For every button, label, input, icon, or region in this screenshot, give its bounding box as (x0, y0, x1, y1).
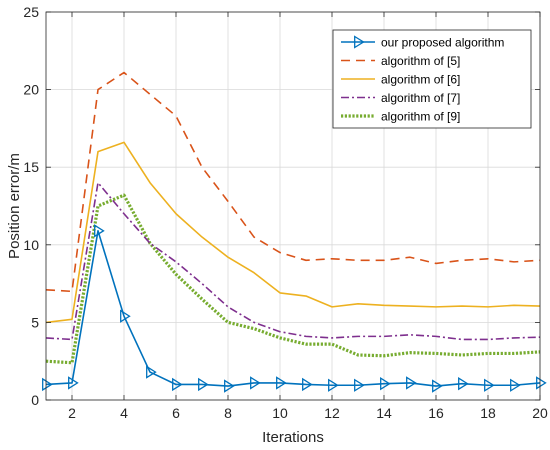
legend-label: algorithm of [5] (381, 54, 460, 68)
legend-label: our proposed algorithm (381, 36, 504, 50)
y-tick-label: 5 (31, 314, 39, 330)
series-lines (42, 71, 547, 393)
series-line-algorithm-of-5 (45, 71, 541, 293)
y-tick-label: 10 (23, 237, 39, 253)
y-axis-label: Position error/m (6, 153, 23, 259)
x-tick-label: 10 (272, 405, 288, 421)
axis-ticks: 2 4 6 8 10 12 14 16 18 20 0 5 10 15 20 25 (23, 4, 548, 421)
data-point-marker (94, 224, 105, 238)
legend-label: algorithm of [9] (381, 110, 460, 124)
legend: our proposed algorithm algorithm of [5] al… (332, 29, 532, 129)
plot-frame (45, 11, 541, 401)
data-point-marker (484, 378, 495, 392)
x-tick-label: 6 (172, 405, 180, 421)
data-point-marker (120, 309, 131, 323)
data-point-marker (68, 376, 79, 390)
data-point-marker (276, 376, 287, 390)
data-point-marker (406, 376, 417, 390)
series-line-algorithm-of-6 (45, 141, 541, 324)
series-line-our-proposed-algorithm (45, 230, 541, 387)
data-point-marker (172, 377, 183, 392)
data-point-marker (380, 377, 391, 391)
data-point-marker (328, 378, 339, 392)
data-point-marker (432, 379, 443, 393)
data-point-marker (42, 377, 53, 392)
x-tick-label: 8 (224, 405, 232, 421)
data-point-marker (510, 378, 521, 392)
data-point-marker (198, 377, 209, 392)
x-tick-label: 2 (68, 405, 76, 421)
x-tick-label: 16 (428, 405, 444, 421)
x-tick-label: 14 (376, 405, 392, 421)
data-point-marker (536, 376, 547, 390)
data-point-marker (250, 376, 261, 390)
y-tick-label: 25 (23, 4, 39, 20)
x-axis-label: Iterations (262, 429, 324, 446)
y-tick-label: 20 (23, 82, 39, 98)
legend-label: algorithm of [7] (381, 91, 460, 105)
x-tick-label: 4 (120, 405, 128, 421)
x-tick-label: 20 (532, 405, 548, 421)
data-point-marker (354, 378, 365, 392)
data-point-marker (146, 365, 157, 379)
y-tick-label: 0 (31, 392, 39, 408)
data-point-marker (458, 377, 469, 391)
y-tick-label: 15 (23, 159, 39, 175)
series-line-algorithm-of-7 (45, 181, 541, 341)
data-point-marker (302, 377, 313, 392)
legend-label: algorithm of [6] (381, 73, 460, 87)
data-point-marker (224, 379, 235, 393)
series-line-algorithm-of-9 (45, 193, 541, 365)
legend-marker (354, 35, 365, 49)
x-tick-label: 12 (324, 405, 340, 421)
x-tick-label: 18 (480, 405, 496, 421)
